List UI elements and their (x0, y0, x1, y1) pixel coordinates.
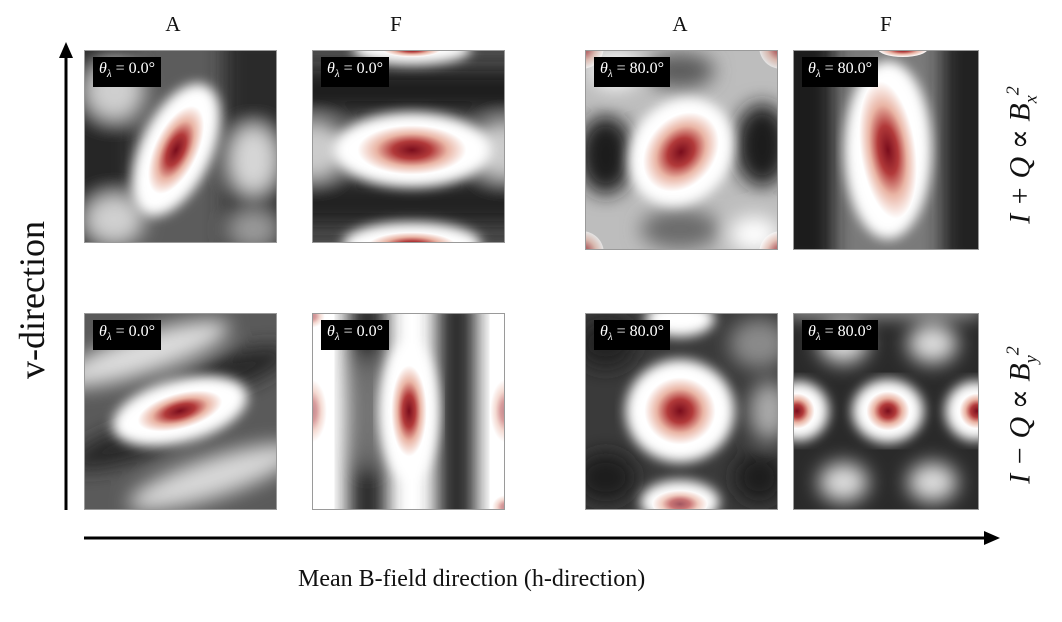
panel-bottom-f-theta80: θλ = 80.0° (793, 313, 979, 510)
v-direction-label: v-direction (12, 221, 52, 379)
column-label-f-left: F (390, 12, 402, 36)
panel-top-f-theta0: θλ = 0.0° (312, 50, 505, 243)
theta-label: θλ = 80.0° (594, 320, 671, 351)
column-label-a-right: A (672, 12, 688, 36)
row-label-top: I + Q ∝ Bx2 (1002, 86, 1041, 224)
h-axis-arrowhead (984, 531, 1000, 545)
panel-bottom-a-theta80: θλ = 80.0° (585, 313, 778, 510)
panel-bottom-f-theta0: θλ = 0.0° (312, 313, 505, 510)
theta-label: θλ = 0.0° (321, 320, 390, 351)
h-direction-label: Mean B-field direction (h-direction) (298, 566, 646, 592)
column-label-a-left: A (165, 12, 181, 36)
panel-bottom-a-theta0: θλ = 0.0° (84, 313, 277, 510)
theta-label: θλ = 80.0° (802, 57, 879, 88)
theta-label: θλ = 80.0° (802, 320, 879, 351)
v-axis-arrowhead (59, 42, 73, 58)
row-label-bottom: I − Q ∝ By2 (1002, 346, 1041, 484)
theta-label: θλ = 0.0° (93, 320, 162, 351)
panel-top-a-theta0: θλ = 0.0° (84, 50, 277, 243)
column-label-f-right: F (880, 12, 892, 36)
theta-label: θλ = 80.0° (594, 57, 671, 88)
theta-label: θλ = 0.0° (93, 57, 162, 88)
theta-label: θλ = 0.0° (321, 57, 390, 88)
panel-top-a-theta80: θλ = 80.0° (585, 50, 778, 250)
panel-top-f-theta80: θλ = 80.0° (793, 50, 979, 250)
